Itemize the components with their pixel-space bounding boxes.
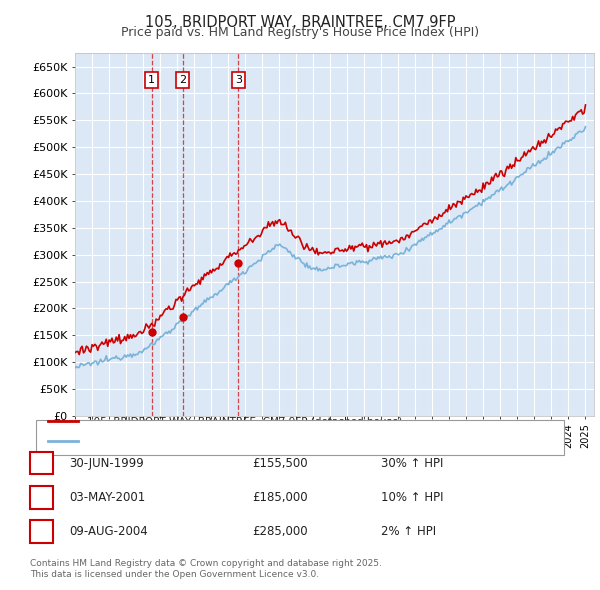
Text: Contains HM Land Registry data © Crown copyright and database right 2025.
This d: Contains HM Land Registry data © Crown c… — [30, 559, 382, 579]
Text: Price paid vs. HM Land Registry's House Price Index (HPI): Price paid vs. HM Land Registry's House … — [121, 26, 479, 39]
Text: 03-MAY-2001: 03-MAY-2001 — [69, 491, 145, 504]
Text: 2: 2 — [179, 75, 186, 85]
Text: £155,500: £155,500 — [252, 457, 308, 470]
Text: 2% ↑ HPI: 2% ↑ HPI — [381, 525, 436, 538]
Text: 2: 2 — [38, 491, 45, 504]
Text: 1: 1 — [38, 457, 45, 470]
Text: 30% ↑ HPI: 30% ↑ HPI — [381, 457, 443, 470]
Text: HPI: Average price, detached house, Braintree: HPI: Average price, detached house, Brai… — [87, 436, 328, 445]
Text: £185,000: £185,000 — [252, 491, 308, 504]
Text: 09-AUG-2004: 09-AUG-2004 — [69, 525, 148, 538]
Text: 1: 1 — [148, 75, 155, 85]
Text: 3: 3 — [235, 75, 242, 85]
Text: 10% ↑ HPI: 10% ↑ HPI — [381, 491, 443, 504]
Text: £285,000: £285,000 — [252, 525, 308, 538]
Text: 3: 3 — [38, 525, 45, 538]
Text: 105, BRIDPORT WAY, BRAINTREE, CM7 9FP (detached house): 105, BRIDPORT WAY, BRAINTREE, CM7 9FP (d… — [87, 417, 403, 426]
Text: 30-JUN-1999: 30-JUN-1999 — [69, 457, 144, 470]
Text: 105, BRIDPORT WAY, BRAINTREE, CM7 9FP: 105, BRIDPORT WAY, BRAINTREE, CM7 9FP — [145, 15, 455, 30]
